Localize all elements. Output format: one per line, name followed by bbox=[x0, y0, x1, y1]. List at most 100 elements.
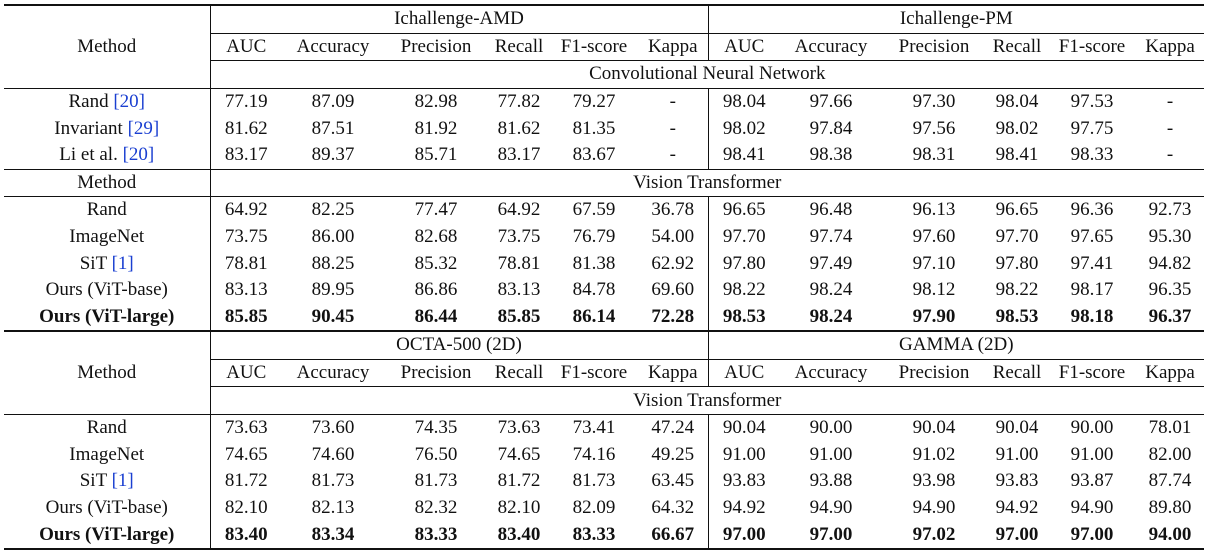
value-cell: 86.86 bbox=[414, 279, 458, 301]
citation: [1] bbox=[111, 252, 134, 274]
value-cell: 98.22 bbox=[707, 276, 780, 304]
value-cell: - bbox=[669, 117, 676, 139]
value-cell: 97.53 bbox=[1070, 91, 1114, 113]
value-cell: 94.00 bbox=[1136, 521, 1205, 550]
value-cell: 91.02 bbox=[912, 443, 956, 465]
value-cell: 97.00 bbox=[986, 521, 1048, 550]
value-cell: 74.35 bbox=[414, 417, 458, 439]
value-cell: 91.00 bbox=[995, 443, 1039, 465]
value-cell: 74.60 bbox=[311, 443, 355, 465]
value-cell: 81.38 bbox=[572, 252, 616, 274]
data-row: Li et al. [20] 83.17 89.37 85.71 83.17 83.67-… bbox=[4, 141, 1205, 170]
value-cell: 97.84 bbox=[809, 117, 853, 139]
value-cell: 87.51 bbox=[311, 117, 355, 139]
value-cell: 97.65 bbox=[1070, 226, 1114, 248]
value-cell: 91.00 bbox=[1070, 443, 1114, 465]
data-row: Invariant [29] 81.62 87.51 81.92 81.62 81.35-… bbox=[4, 115, 1204, 142]
value-cell: 83.40 bbox=[488, 521, 550, 550]
metric-header: Precision bbox=[882, 359, 986, 388]
dataset-name: GAMMA (2D) bbox=[707, 330, 1205, 360]
value-cell: 73.75 bbox=[209, 223, 282, 251]
metric-header: Recall bbox=[488, 359, 550, 388]
value-cell: 93.83 bbox=[995, 470, 1039, 492]
value-cell: 73.60 bbox=[311, 417, 355, 439]
value-cell: 82.25 bbox=[311, 199, 355, 221]
method-name: Rand bbox=[86, 417, 127, 439]
value-cell: 47.24 bbox=[651, 417, 695, 439]
dataset-row: Method OCTA-500 (2D) GAMMA (2D) bbox=[4, 330, 1205, 415]
value-cell: 98.24 bbox=[780, 303, 882, 333]
value-cell: 98.53 bbox=[986, 303, 1048, 333]
value-cell: 86.44 bbox=[384, 303, 488, 333]
value-cell: 97.41 bbox=[1070, 252, 1114, 274]
value-cell: 81.62 bbox=[209, 115, 282, 142]
value-cell: 64.92 bbox=[209, 196, 282, 224]
value-cell: 90.45 bbox=[282, 303, 384, 333]
value-cell: 93.98 bbox=[912, 470, 956, 492]
value-cell: 93.83 bbox=[707, 468, 780, 495]
value-cell: 77.82 bbox=[497, 91, 541, 113]
data-row: SiT [1] 78.81 88.25 85.32 78.81 81.38 62.92 97.… bbox=[4, 250, 1204, 277]
section-title: Convolutional Neural Network bbox=[209, 60, 1205, 89]
value-cell: 94.90 bbox=[809, 496, 853, 518]
value-cell: 97.75 bbox=[1070, 117, 1114, 139]
method-cell: Ours (ViT-large) bbox=[4, 521, 210, 550]
value-cell: 93.87 bbox=[1070, 470, 1114, 492]
value-cell: 88.25 bbox=[311, 252, 355, 274]
value-cell: 89.80 bbox=[1148, 496, 1192, 518]
metric-header: Recall bbox=[986, 359, 1048, 388]
value-cell: 87.09 bbox=[311, 91, 355, 113]
value-cell: 73.75 bbox=[497, 226, 541, 248]
value-cell: 89.95 bbox=[311, 279, 355, 301]
method-cell: Invariant [29] bbox=[4, 115, 210, 142]
value-cell: 90.00 bbox=[1070, 417, 1114, 439]
value-cell: 96.48 bbox=[809, 199, 853, 221]
method-name: Ours (ViT-base) bbox=[45, 496, 168, 518]
value-cell: 97.49 bbox=[809, 252, 853, 274]
value-cell: 74.65 bbox=[209, 441, 282, 469]
value-cell: 96.35 bbox=[1148, 279, 1192, 301]
method-name: Invariant bbox=[54, 117, 123, 139]
value-cell: - bbox=[669, 91, 676, 113]
section-row: Convolutional Neural Network bbox=[4, 60, 1205, 89]
table-body: Method Ichallenge-AMD Ichallenge-PM AUC Accu… bbox=[4, 3, 1205, 550]
method-header: Method bbox=[4, 169, 210, 198]
dataset-name: Ichallenge-PM bbox=[707, 3, 1205, 34]
value-cell: 94.92 bbox=[995, 496, 1039, 518]
data-row: SiT [1] 81.72 81.73 81.73 81.72 81.73 63.45 93.… bbox=[4, 468, 1204, 495]
value-cell: 77.47 bbox=[414, 199, 458, 221]
value-cell: 78.81 bbox=[497, 252, 541, 274]
citation: [29] bbox=[127, 117, 160, 139]
value-cell: 83.33 bbox=[384, 521, 488, 550]
value-cell: 96.65 bbox=[995, 199, 1039, 221]
value-cell: 82.09 bbox=[572, 496, 616, 518]
value-cell: 97.02 bbox=[882, 521, 986, 550]
value-cell: 95.30 bbox=[1148, 226, 1192, 248]
section-row: Method Vision Transformer bbox=[4, 169, 1205, 198]
value-cell: 94.90 bbox=[1070, 496, 1114, 518]
value-cell: 97.90 bbox=[882, 303, 986, 333]
value-cell: 91.00 bbox=[809, 443, 853, 465]
metric-header: Precision bbox=[882, 33, 986, 62]
value-cell: 97.10 bbox=[912, 252, 956, 274]
value-cell: 85.85 bbox=[488, 303, 550, 333]
value-cell: 54.00 bbox=[651, 226, 695, 248]
citation: [20] bbox=[122, 144, 155, 166]
metric-header: Precision bbox=[384, 359, 488, 388]
value-cell: 82.32 bbox=[414, 496, 458, 518]
value-cell: 90.04 bbox=[995, 417, 1039, 439]
method-name: ImageNet bbox=[69, 443, 145, 465]
value-cell: 83.13 bbox=[497, 279, 541, 301]
metric-header: F1-score bbox=[1048, 359, 1136, 388]
data-row: Rand [20] 77.19 87.09 82.98 77.82 79.27-98.04… bbox=[4, 88, 1204, 116]
value-cell: 83.17 bbox=[209, 141, 282, 170]
data-row: Rand 64.92 82.25 77.47 64.92 67.59 36.78 96.65 9… bbox=[4, 196, 1204, 224]
value-cell: 85.32 bbox=[414, 252, 458, 274]
metric-header: AUC bbox=[209, 33, 282, 62]
value-cell: 90.00 bbox=[809, 417, 853, 439]
value-cell: 49.25 bbox=[651, 443, 695, 465]
value-cell: 89.37 bbox=[282, 141, 384, 170]
method-name: Ours (ViT-large) bbox=[39, 305, 175, 327]
data-row: Rand 73.63 73.60 74.35 73.63 73.41 47.24 90.04 9… bbox=[4, 414, 1204, 442]
value-cell: 98.33 bbox=[1048, 141, 1136, 170]
